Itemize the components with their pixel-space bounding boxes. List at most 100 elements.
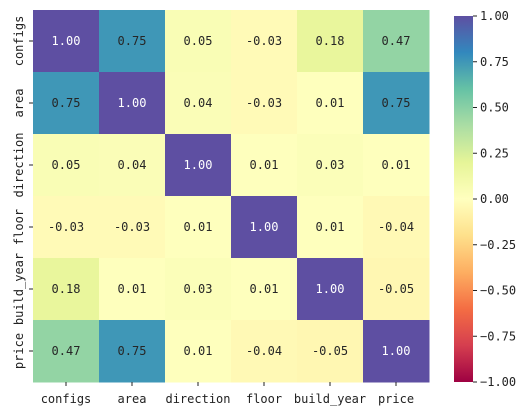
cell-value-label: 1.00: [184, 158, 213, 172]
heatmap-cell-labels: 1.00 0.75 0.05 -0.03 0.18 0.47 0.75 1.00 0.04 -0.…: [48, 34, 414, 358]
heatmap-cell: [99, 320, 166, 383]
x-tick-label: build_year: [294, 392, 366, 406]
colorbar-tick-label: −0.75: [480, 329, 516, 343]
heatmap-cell: [165, 72, 232, 135]
heatmap-cell: [33, 10, 100, 73]
x-axis-ticks: configs area direction floor build_year price: [41, 382, 414, 406]
cell-value-label: 0.75: [118, 34, 147, 48]
colorbar-tick-label: 0.50: [480, 101, 509, 115]
heatmap-cell: [231, 258, 298, 321]
cell-value-label: -0.05: [312, 344, 348, 358]
colorbar-tick-label: 0.00: [480, 192, 509, 206]
heatmap-cell: [99, 196, 166, 259]
heatmap-cell: [363, 72, 430, 135]
cell-value-label: 0.18: [52, 282, 81, 296]
cell-value-label: -0.05: [378, 282, 414, 296]
heatmap-cell: [99, 258, 166, 321]
heatmap-cell: [363, 10, 430, 73]
cell-value-label: 1.00: [382, 344, 411, 358]
colorbar-tick-label: 1.00: [480, 9, 509, 23]
cell-value-label: 0.47: [382, 34, 411, 48]
y-tick-label: area: [12, 89, 26, 118]
cell-value-label: 1.00: [52, 34, 81, 48]
cell-value-label: 1.00: [250, 220, 279, 234]
cell-value-label: -0.03: [246, 34, 282, 48]
heatmap-cell: [297, 258, 364, 321]
colorbar-tick-label: −0.50: [480, 284, 516, 298]
colorbar: 1.00 0.75 0.50 0.25 0.00 −0.25 −0.50 −0.75 −1.00: [454, 9, 516, 389]
heatmap-cell: [231, 320, 298, 383]
heatmap-cell: [165, 196, 232, 259]
heatmap-cell: [33, 72, 100, 135]
colorbar-tick-label: −0.25: [480, 238, 516, 252]
cell-value-label: 0.01: [316, 220, 345, 234]
cell-value-label: 0.75: [118, 344, 147, 358]
heatmap-cell: [33, 320, 100, 383]
x-tick-label: area: [118, 392, 147, 406]
x-tick-label: price: [378, 392, 414, 406]
cell-value-label: 0.04: [118, 158, 147, 172]
x-tick-label: floor: [246, 392, 282, 406]
heatmap-cell: [363, 196, 430, 259]
cell-value-label: 0.03: [316, 158, 345, 172]
x-tick-label: configs: [41, 392, 92, 406]
heatmap-cell: [99, 134, 166, 197]
heatmap-cell: [165, 258, 232, 321]
heatmap-cell: [297, 10, 364, 73]
cell-value-label: 0.01: [316, 96, 345, 110]
heatmap-cells: [33, 10, 430, 383]
cell-value-label: 0.01: [184, 344, 213, 358]
y-tick-label: floor: [12, 209, 26, 245]
colorbar-tick-label: 0.75: [480, 55, 509, 69]
cell-value-label: 0.01: [382, 158, 411, 172]
heatmap-cell: [99, 10, 166, 73]
heatmap-cell: [231, 196, 298, 259]
x-tick-label: direction: [165, 392, 230, 406]
heatmap-cell: [99, 72, 166, 135]
colorbar-tick-label: 0.25: [480, 146, 509, 160]
cell-value-label: -0.03: [246, 96, 282, 110]
cell-value-label: 1.00: [118, 96, 147, 110]
heatmap-cell: [297, 134, 364, 197]
heatmap-cell: [231, 10, 298, 73]
heatmap-cell: [165, 10, 232, 73]
cell-value-label: 0.04: [184, 96, 213, 110]
heatmap-cell: [231, 134, 298, 197]
cell-value-label: 0.05: [184, 34, 213, 48]
y-tick-label: direction: [12, 132, 26, 197]
heatmap-cell: [33, 134, 100, 197]
cell-value-label: 1.00: [316, 282, 345, 296]
y-tick-label: configs: [12, 16, 26, 67]
heatmap-cell: [363, 258, 430, 321]
colorbar-gradient: [454, 16, 473, 382]
cell-value-label: -0.04: [246, 344, 282, 358]
heatmap-cell: [165, 134, 232, 197]
heatmap-cell: [363, 134, 430, 197]
heatmap-cell: [231, 72, 298, 135]
cell-value-label: 0.01: [184, 220, 213, 234]
cell-value-label: 0.01: [250, 158, 279, 172]
heatmap-cell: [33, 258, 100, 321]
cell-value-label: 0.75: [382, 96, 411, 110]
heatmap-cell: [165, 320, 232, 383]
cell-value-label: 0.03: [184, 282, 213, 296]
colorbar-tick-label: −1.00: [480, 375, 516, 389]
cell-value-label: -0.03: [114, 220, 150, 234]
heatmap-cell: [297, 72, 364, 135]
cell-value-label: 0.47: [52, 344, 81, 358]
heatmap-cell: [297, 196, 364, 259]
y-tick-label: build_year: [12, 253, 26, 325]
y-tick-label: price: [12, 333, 26, 369]
cell-value-label: 0.75: [52, 96, 81, 110]
heatmap-cell: [33, 196, 100, 259]
heatmap-cell: [297, 320, 364, 383]
cell-value-label: -0.04: [378, 220, 414, 234]
heatmap-cell: [363, 320, 430, 383]
cell-value-label: -0.03: [48, 220, 84, 234]
cell-value-label: 0.01: [118, 282, 147, 296]
cell-value-label: 0.18: [316, 34, 345, 48]
cell-value-label: 0.01: [250, 282, 279, 296]
cell-value-label: 0.05: [52, 158, 81, 172]
